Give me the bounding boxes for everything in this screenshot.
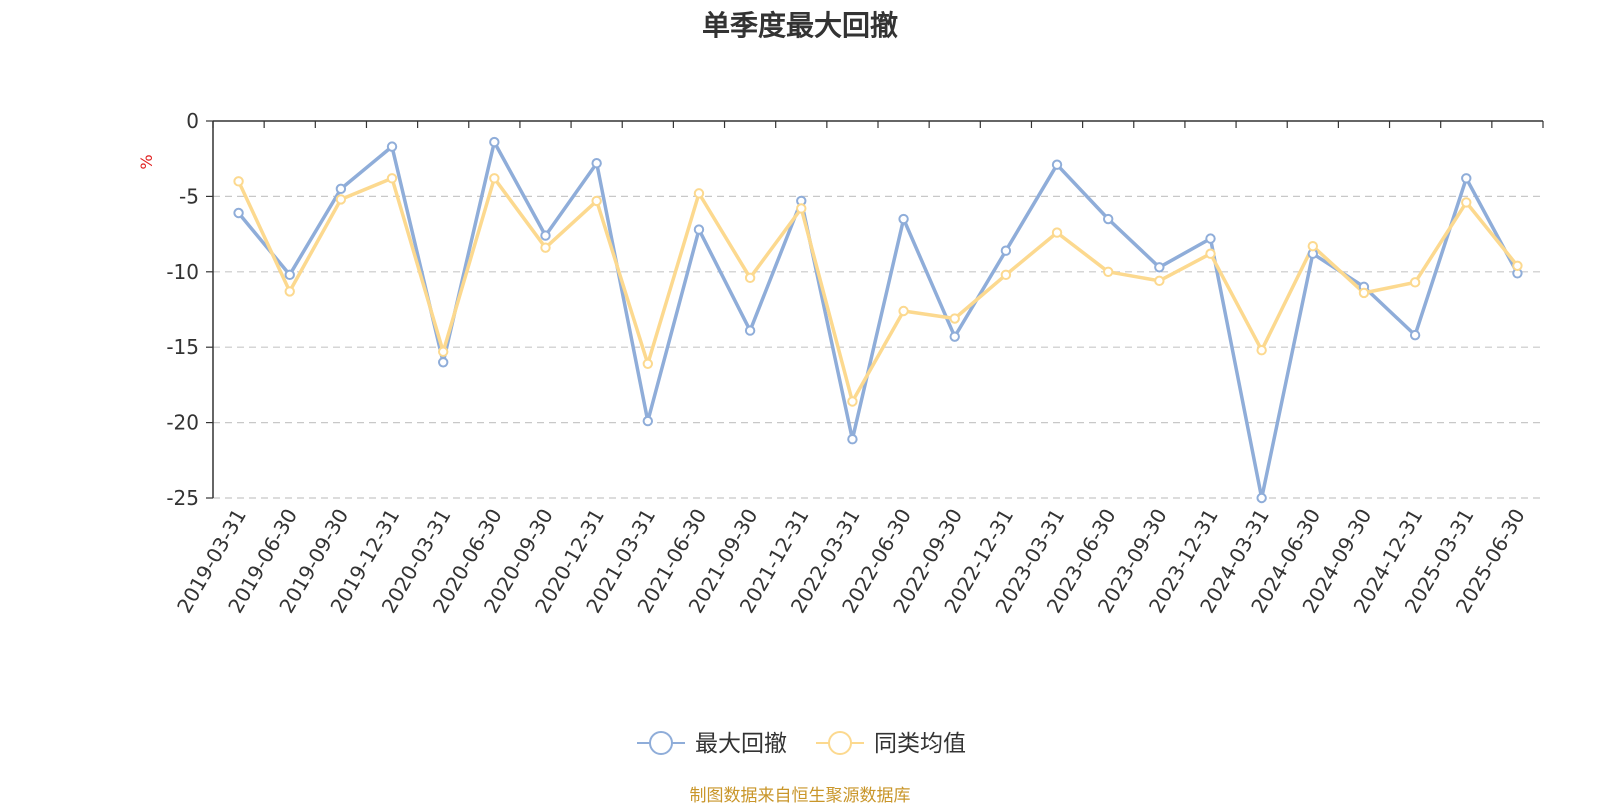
data-point-0[interactable] <box>847 433 858 445</box>
y-axis-label: % <box>137 154 156 169</box>
data-point-0[interactable] <box>898 213 909 225</box>
data-point-1[interactable] <box>1358 287 1370 299</box>
data-point-0[interactable] <box>437 357 449 368</box>
data-point-1[interactable] <box>1000 269 1012 281</box>
source-note: 制图数据来自恒生聚源数据库 <box>689 786 911 806</box>
data-point-1[interactable] <box>898 305 909 317</box>
y-tick-label: -15 <box>166 335 199 359</box>
data-point-0[interactable] <box>1461 173 1472 184</box>
data-point-1[interactable] <box>796 203 807 214</box>
data-point-1[interactable] <box>591 195 602 207</box>
legend-marker-1[interactable] <box>828 731 852 755</box>
data-point-0[interactable] <box>693 224 705 235</box>
data-point-0[interactable] <box>591 158 602 169</box>
data-point-1[interactable] <box>386 173 398 184</box>
data-point-1[interactable] <box>1102 266 1114 277</box>
data-point-1[interactable] <box>744 272 756 284</box>
data-point-0[interactable] <box>489 136 500 148</box>
data-point-1[interactable] <box>437 346 449 357</box>
data-point-1[interactable] <box>489 173 500 184</box>
data-point-1[interactable] <box>284 286 295 297</box>
legend-label-0[interactable]: 最大回撤 <box>695 731 787 757</box>
data-point-1[interactable] <box>335 194 347 205</box>
legend-marker-0[interactable] <box>649 731 673 755</box>
data-point-1[interactable] <box>1154 275 1165 287</box>
data-point-0[interactable] <box>540 230 551 241</box>
data-point-0[interactable] <box>642 415 654 427</box>
data-point-0[interactable] <box>1051 159 1063 170</box>
data-point-0[interactable] <box>233 207 244 219</box>
series-line-1 <box>237 176 1519 404</box>
data-point-1[interactable] <box>1256 345 1267 356</box>
data-point-1[interactable] <box>1307 240 1319 252</box>
data-point-0[interactable] <box>1409 329 1421 341</box>
data-point-0[interactable] <box>744 325 756 336</box>
y-tick-label: 0 <box>186 109 199 133</box>
data-point-0[interactable] <box>284 269 295 281</box>
legend-label-1[interactable]: 同类均值 <box>874 731 966 757</box>
series-line-0 <box>237 140 1519 500</box>
data-point-0[interactable] <box>1154 262 1165 273</box>
data-point-1[interactable] <box>1461 197 1472 208</box>
data-point-1[interactable] <box>693 188 705 199</box>
data-point-0[interactable] <box>1102 213 1114 225</box>
data-point-0[interactable] <box>1000 245 1012 256</box>
data-point-1[interactable] <box>847 396 858 407</box>
data-point-1[interactable] <box>949 313 960 324</box>
chart-title: 单季度最大回撤 <box>701 9 898 42</box>
grid-lines <box>213 195 1543 499</box>
legend: 最大回撤 同类均值 <box>637 731 966 757</box>
data-point-1[interactable] <box>233 176 244 187</box>
y-tick-label: -10 <box>166 260 199 284</box>
data-point-1[interactable] <box>642 358 654 369</box>
data-point-0[interactable] <box>1256 492 1267 504</box>
y-tick-label: -5 <box>179 184 199 208</box>
data-point-1[interactable] <box>1051 227 1063 238</box>
data-point-0[interactable] <box>1205 233 1216 244</box>
data-point-1[interactable] <box>1409 277 1421 288</box>
data-points <box>233 136 1523 504</box>
data-point-1[interactable] <box>1205 248 1216 259</box>
data-point-1[interactable] <box>1512 260 1523 271</box>
data-point-0[interactable] <box>335 183 347 195</box>
data-point-1[interactable] <box>540 242 551 253</box>
y-tick-label: -20 <box>166 411 199 435</box>
data-point-0[interactable] <box>386 141 398 152</box>
series-lines <box>237 140 1519 500</box>
y-tick-label: -25 <box>166 486 199 510</box>
data-point-0[interactable] <box>949 331 960 342</box>
